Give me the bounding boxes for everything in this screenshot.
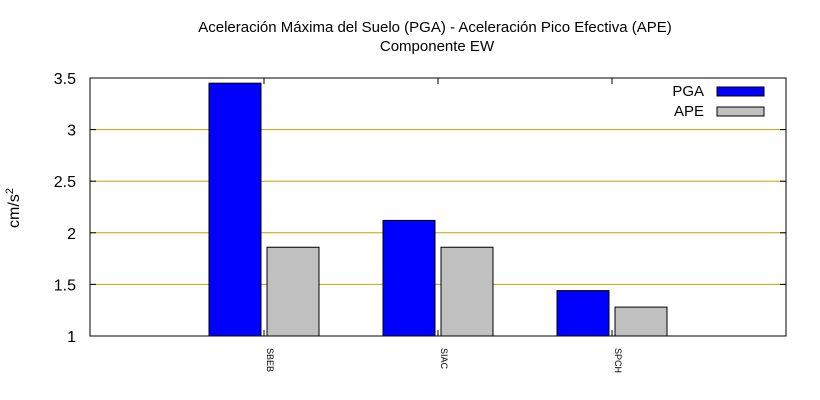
x-tick-label: SBEB: [265, 348, 275, 372]
legend: PGA APE: [672, 83, 765, 120]
bar-pga-spch: [556, 290, 610, 337]
y-tick-label: 1.5: [54, 277, 76, 294]
x-tick-label: SIAC: [439, 348, 449, 370]
bar-pga-sbeb: [208, 82, 262, 337]
bar-ape-spch: [614, 306, 668, 337]
y-tick-label: 3: [67, 123, 76, 140]
y-tick-label: 1: [67, 329, 76, 346]
y-tick-label: 2.5: [54, 174, 76, 191]
y-axis: 1 1.5 2 2.5 3 3.5: [54, 71, 786, 346]
chart-title-line2: Componente EW: [380, 38, 495, 55]
y-tick-label: 2: [67, 226, 76, 243]
bar-ape-sbeb: [266, 246, 320, 337]
legend-swatch-ape: [716, 106, 765, 117]
x-tick-label: SPCH: [613, 348, 623, 373]
bar-ape-siac: [440, 246, 494, 337]
legend-swatch-pga: [716, 86, 765, 97]
y-tick-label: 3.5: [54, 71, 76, 88]
legend-label-ape: APE: [674, 103, 704, 120]
legend-label-pga: PGA: [672, 83, 704, 100]
grid-lines: [90, 129, 786, 285]
chart-title-line1: Aceleración Máxima del Suelo (PGA) - Ace…: [198, 19, 672, 36]
bar-pga-siac: [382, 219, 436, 337]
bars: [208, 82, 668, 337]
y-axis-label: cm/s2: [4, 188, 23, 228]
x-axis: SBEB SIAC SPCH: [263, 78, 623, 373]
